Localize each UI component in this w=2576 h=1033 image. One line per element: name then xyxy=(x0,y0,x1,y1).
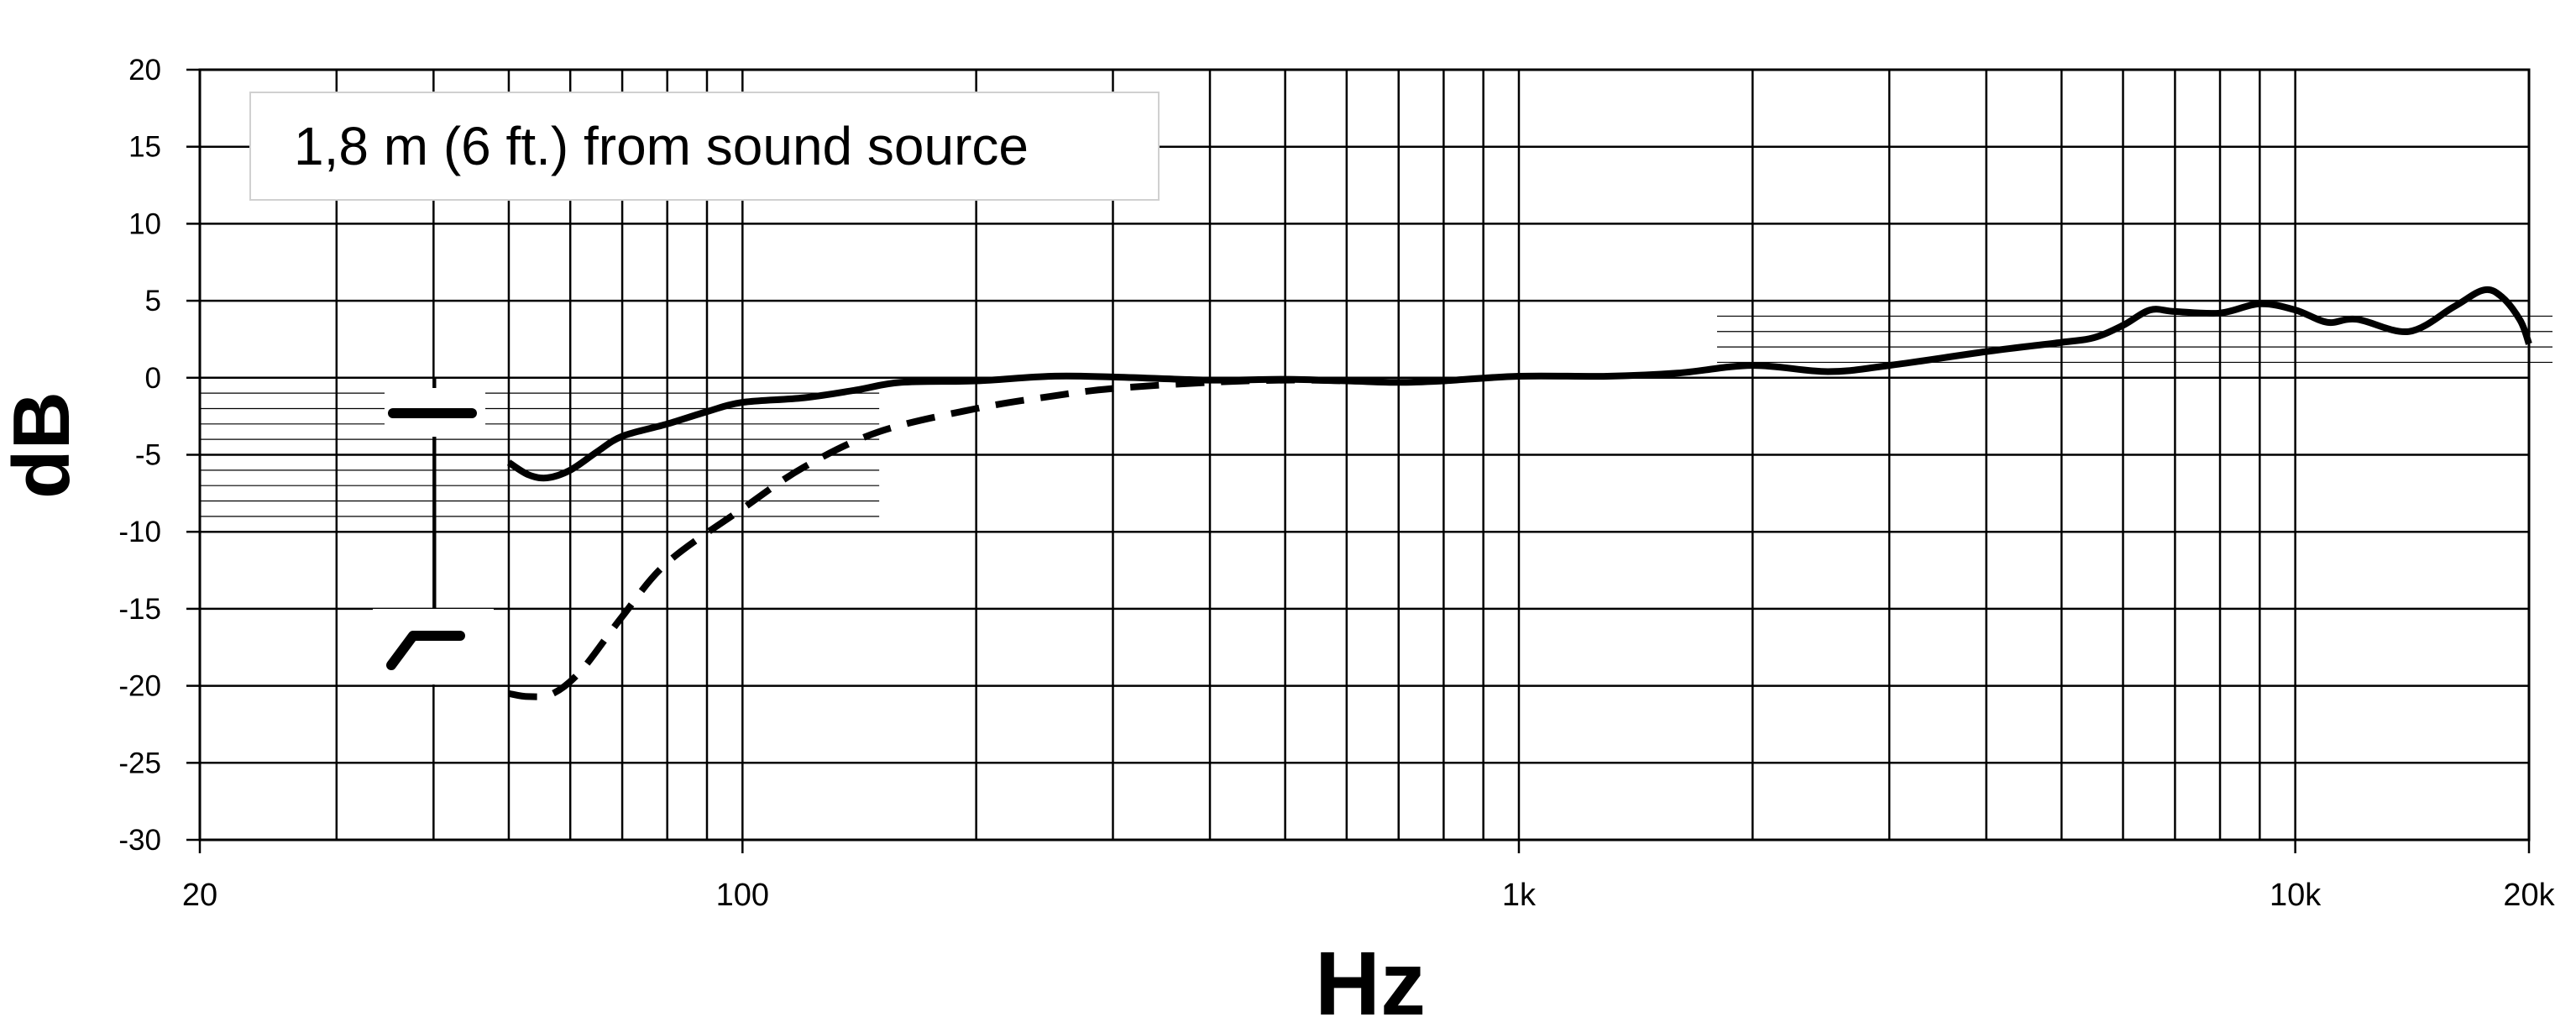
y-tick-label: 15 xyxy=(128,131,161,164)
x-tick-label: 20k xyxy=(2503,878,2555,913)
y-tick-label: 10 xyxy=(128,207,161,240)
annotation-box: 1,8 m (6 ft.) from sound source xyxy=(249,92,1160,201)
y-tick-label: 20 xyxy=(128,54,161,87)
y-tick-label: -15 xyxy=(118,593,161,626)
y-tick-label: 5 xyxy=(145,285,161,317)
hatch-areas xyxy=(200,315,2552,517)
y-tick-label: 0 xyxy=(145,362,161,395)
legend xyxy=(373,378,494,684)
x-tick-label: 20 xyxy=(182,878,217,913)
x-axis-title: Hz xyxy=(1315,932,1426,1033)
x-tick-label: 1k xyxy=(1502,878,1537,913)
x-tick-label: 10k xyxy=(2270,878,2322,913)
y-tick-label: -5 xyxy=(135,439,161,472)
y-axis-title: dB xyxy=(0,391,86,499)
y-tick-label: -20 xyxy=(118,670,161,703)
y-tick-label: -25 xyxy=(118,747,161,779)
y-tick-label: -30 xyxy=(118,824,161,857)
annotation-text: 1,8 m (6 ft.) from sound source xyxy=(294,116,1029,176)
series-line-lowcut xyxy=(508,376,1347,700)
series xyxy=(506,286,2532,700)
low-cut-response-icon xyxy=(386,631,465,670)
grid xyxy=(198,68,2531,842)
x-tick-label: 100 xyxy=(716,878,769,913)
y-tick-label: -10 xyxy=(118,516,161,548)
series-line-flat xyxy=(506,286,2532,482)
tick-labels: 20 15 10 5 0 -5 -10 -15 -20 -25 -30 20 100 1k 10k 20k xyxy=(118,54,2555,913)
